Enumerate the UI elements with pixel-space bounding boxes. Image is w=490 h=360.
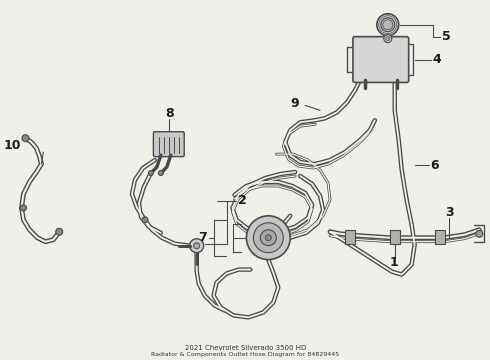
Circle shape xyxy=(476,230,483,237)
Circle shape xyxy=(246,216,290,260)
Text: 7: 7 xyxy=(197,231,206,244)
Text: 10: 10 xyxy=(4,139,22,152)
FancyBboxPatch shape xyxy=(353,37,409,82)
Text: Radiator & Components Outlet Hose Diagram for 84829445: Radiator & Components Outlet Hose Diagra… xyxy=(151,352,340,357)
Circle shape xyxy=(381,18,395,32)
Circle shape xyxy=(158,171,163,176)
Circle shape xyxy=(194,243,199,249)
Circle shape xyxy=(22,135,29,142)
Circle shape xyxy=(253,223,283,253)
Text: 5: 5 xyxy=(441,30,450,43)
Text: 8: 8 xyxy=(165,107,173,120)
Text: 6: 6 xyxy=(431,158,439,172)
Circle shape xyxy=(384,35,392,42)
Circle shape xyxy=(56,228,63,235)
Text: 2021 Chevrolet Silverado 3500 HD: 2021 Chevrolet Silverado 3500 HD xyxy=(185,345,306,351)
Circle shape xyxy=(21,205,26,211)
Circle shape xyxy=(386,37,390,41)
Circle shape xyxy=(266,235,271,241)
FancyBboxPatch shape xyxy=(153,132,184,157)
Bar xyxy=(435,230,444,244)
Circle shape xyxy=(148,171,153,176)
Bar xyxy=(345,230,355,244)
Text: 1: 1 xyxy=(390,256,398,269)
Bar xyxy=(390,230,400,244)
Circle shape xyxy=(142,217,148,223)
Circle shape xyxy=(190,239,204,253)
Text: 9: 9 xyxy=(290,97,299,110)
Text: 2: 2 xyxy=(239,194,247,207)
Circle shape xyxy=(260,230,276,246)
Text: 3: 3 xyxy=(445,206,454,219)
Circle shape xyxy=(377,14,399,36)
Text: 4: 4 xyxy=(433,53,441,66)
